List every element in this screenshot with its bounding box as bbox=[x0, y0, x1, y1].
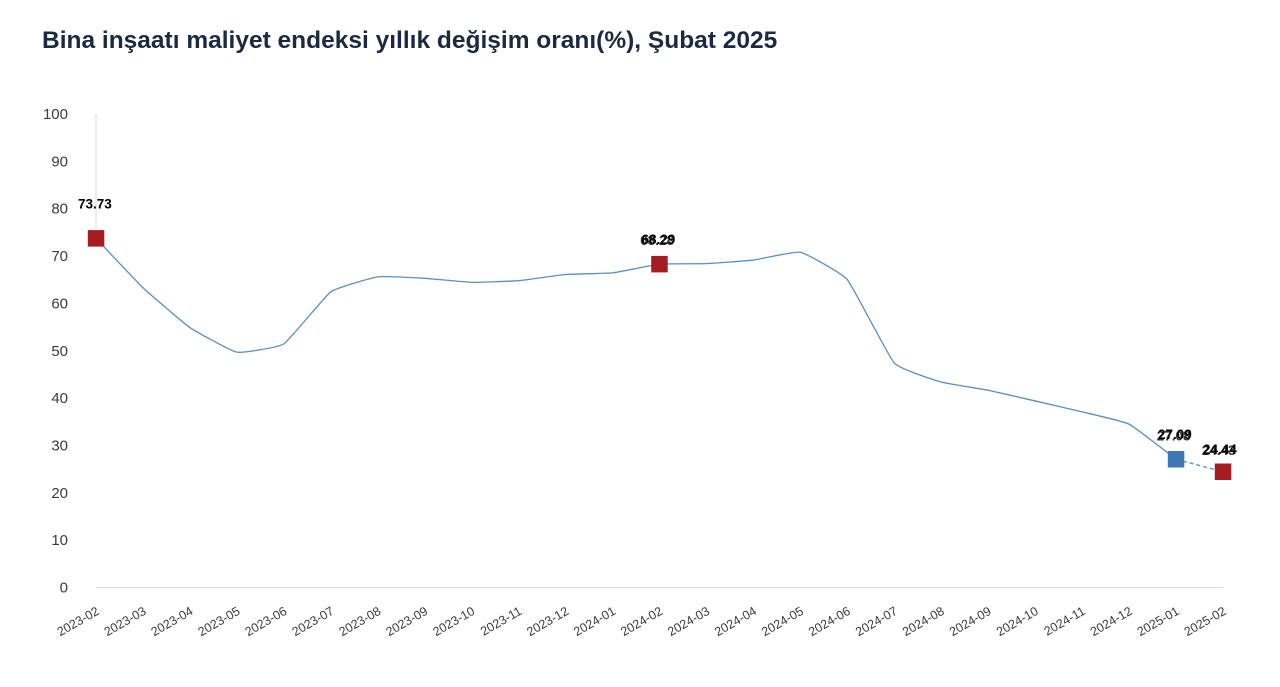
svg-text:0: 0 bbox=[60, 580, 68, 597]
svg-text:2024-06: 2024-06 bbox=[806, 604, 853, 639]
svg-text:50: 50 bbox=[51, 343, 68, 360]
svg-text:2023-11: 2023-11 bbox=[478, 604, 524, 639]
svg-text:2024-03: 2024-03 bbox=[665, 604, 712, 639]
svg-text:2023-07: 2023-07 bbox=[290, 604, 337, 639]
svg-text:2024-11: 2024-11 bbox=[1042, 604, 1088, 639]
svg-text:20: 20 bbox=[51, 485, 68, 502]
svg-text:2024-01: 2024-01 bbox=[571, 604, 618, 639]
svg-text:2025-01: 2025-01 bbox=[1135, 604, 1182, 639]
svg-text:2024-10: 2024-10 bbox=[994, 604, 1041, 639]
svg-text:2023-05: 2023-05 bbox=[196, 604, 243, 639]
svg-text:90: 90 bbox=[51, 153, 68, 170]
svg-text:40: 40 bbox=[51, 390, 68, 407]
svg-text:60: 60 bbox=[51, 295, 68, 312]
svg-text:2023-08: 2023-08 bbox=[337, 604, 384, 639]
svg-text:2023-12: 2023-12 bbox=[524, 604, 571, 639]
svg-text:2024-07: 2024-07 bbox=[853, 604, 900, 639]
svg-text:73.73: 73.73 bbox=[78, 196, 112, 211]
svg-text:10: 10 bbox=[51, 532, 68, 549]
svg-text:2023-10: 2023-10 bbox=[430, 604, 477, 639]
svg-text:68.29: 68.29 bbox=[642, 232, 676, 247]
svg-text:2024-12: 2024-12 bbox=[1088, 604, 1135, 639]
svg-text:2024-04: 2024-04 bbox=[712, 604, 759, 639]
svg-text:30: 30 bbox=[51, 438, 68, 455]
svg-text:24.44: 24.44 bbox=[1203, 442, 1237, 457]
svg-text:100: 100 bbox=[43, 106, 68, 123]
svg-text:2023-09: 2023-09 bbox=[383, 604, 430, 639]
svg-text:2024-05: 2024-05 bbox=[759, 604, 806, 639]
svg-text:70: 70 bbox=[51, 248, 68, 265]
svg-text:2024-02: 2024-02 bbox=[618, 604, 665, 639]
svg-text:27.09: 27.09 bbox=[1158, 427, 1192, 442]
svg-text:2024-09: 2024-09 bbox=[947, 604, 994, 639]
svg-text:80: 80 bbox=[51, 201, 68, 218]
svg-text:2023-06: 2023-06 bbox=[243, 604, 290, 639]
svg-text:2024-08: 2024-08 bbox=[900, 604, 947, 639]
svg-text:2023-02: 2023-02 bbox=[55, 604, 102, 639]
svg-text:2025-02: 2025-02 bbox=[1182, 604, 1229, 639]
svg-text:2023-04: 2023-04 bbox=[149, 604, 196, 639]
svg-text:2023-03: 2023-03 bbox=[102, 604, 149, 639]
